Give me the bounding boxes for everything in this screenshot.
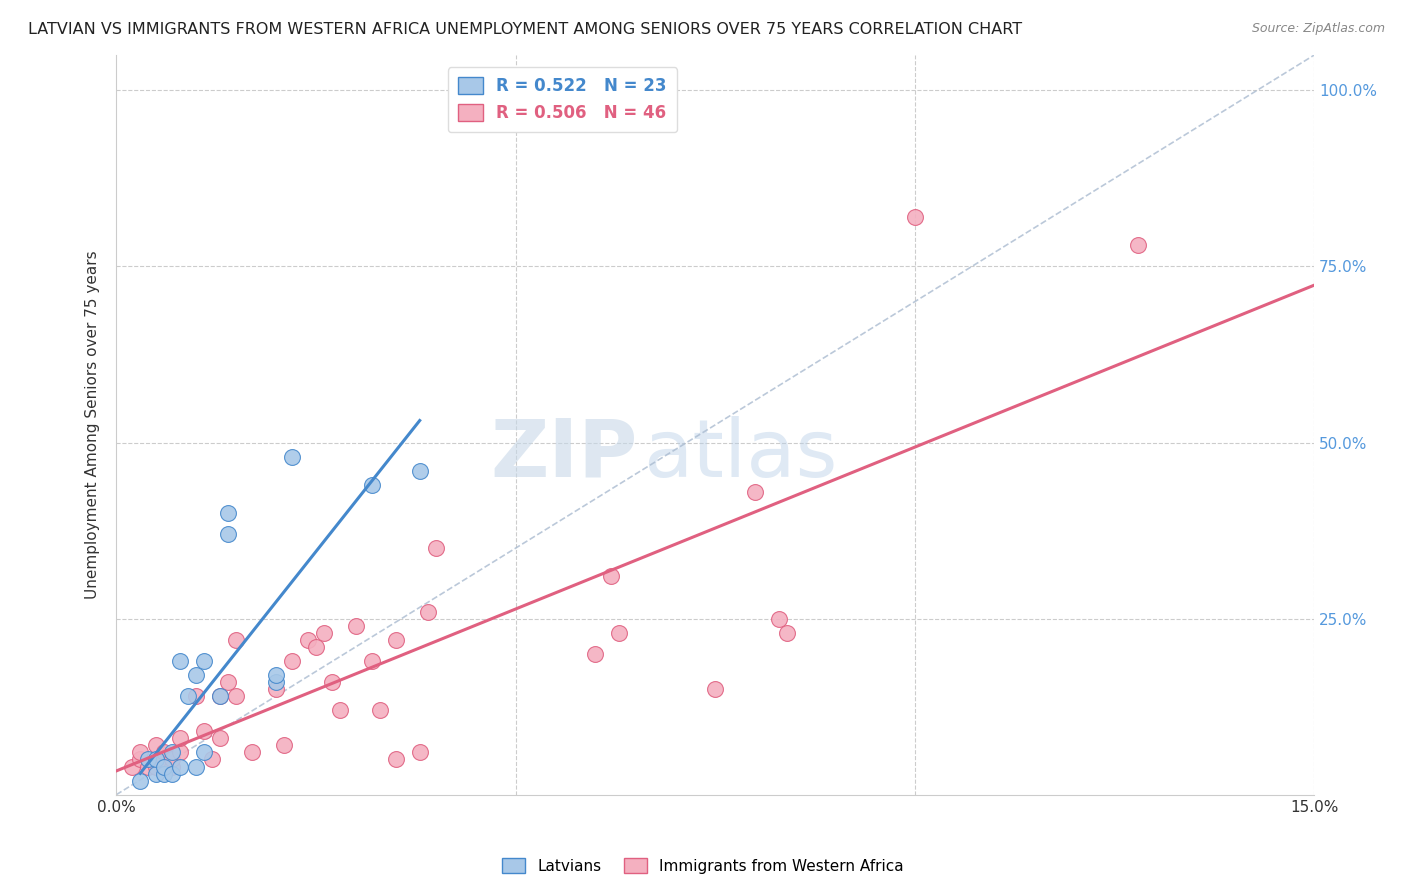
Point — [321, 675, 343, 690]
Text: Source: ZipAtlas.com: Source: ZipAtlas.com — [1251, 22, 1385, 36]
Point — [344, 618, 367, 632]
Point — [201, 752, 224, 766]
Point — [209, 689, 232, 703]
Point — [184, 689, 207, 703]
Point — [583, 647, 606, 661]
Point — [297, 632, 319, 647]
Point — [177, 689, 200, 703]
Point — [360, 477, 382, 491]
Point — [169, 654, 191, 668]
Point — [416, 605, 439, 619]
Point — [409, 464, 432, 478]
Text: LATVIAN VS IMMIGRANTS FROM WESTERN AFRICA UNEMPLOYMENT AMONG SENIORS OVER 75 YEA: LATVIAN VS IMMIGRANTS FROM WESTERN AFRIC… — [28, 22, 1022, 37]
Text: ZIP: ZIP — [491, 416, 637, 493]
Point — [169, 746, 191, 760]
Point — [768, 612, 790, 626]
Point — [145, 739, 167, 753]
Point — [600, 569, 623, 583]
Point — [1128, 238, 1150, 252]
Point — [153, 746, 176, 760]
Point — [153, 766, 176, 780]
Point — [121, 759, 143, 773]
Point — [160, 752, 183, 766]
Point — [209, 689, 232, 703]
Legend: R = 0.522   N = 23, R = 0.506   N = 46: R = 0.522 N = 23, R = 0.506 N = 46 — [449, 67, 676, 132]
Point — [145, 752, 167, 766]
Point — [273, 739, 295, 753]
Point — [169, 759, 191, 773]
Point — [776, 625, 799, 640]
Point — [184, 668, 207, 682]
Point — [129, 746, 152, 760]
Point — [904, 210, 927, 224]
Point — [360, 654, 382, 668]
Point — [153, 759, 176, 773]
Point — [160, 746, 183, 760]
Point — [425, 541, 447, 556]
Y-axis label: Unemployment Among Seniors over 75 years: Unemployment Among Seniors over 75 years — [86, 251, 100, 599]
Point — [609, 625, 631, 640]
Point — [368, 703, 391, 717]
Point — [281, 654, 304, 668]
Legend: Latvians, Immigrants from Western Africa: Latvians, Immigrants from Western Africa — [496, 852, 910, 880]
Point — [409, 746, 432, 760]
Point — [264, 675, 287, 690]
Point — [225, 632, 247, 647]
Point — [136, 759, 159, 773]
Point — [193, 654, 215, 668]
Point — [264, 681, 287, 696]
Point — [240, 746, 263, 760]
Point — [145, 766, 167, 780]
Point — [384, 752, 406, 766]
Point — [136, 752, 159, 766]
Point — [312, 625, 335, 640]
Point — [160, 766, 183, 780]
Point — [329, 703, 352, 717]
Point — [193, 724, 215, 739]
Point — [129, 773, 152, 788]
Point — [384, 632, 406, 647]
Point — [704, 681, 727, 696]
Point — [217, 506, 239, 520]
Point — [264, 668, 287, 682]
Point — [153, 752, 176, 766]
Point — [305, 640, 328, 654]
Point — [129, 752, 152, 766]
Point — [193, 746, 215, 760]
Point — [145, 759, 167, 773]
Point — [209, 731, 232, 746]
Text: atlas: atlas — [644, 416, 838, 493]
Point — [184, 759, 207, 773]
Point — [744, 484, 766, 499]
Point — [217, 527, 239, 541]
Point — [160, 759, 183, 773]
Point — [225, 689, 247, 703]
Point — [217, 675, 239, 690]
Point — [281, 450, 304, 464]
Point — [169, 731, 191, 746]
